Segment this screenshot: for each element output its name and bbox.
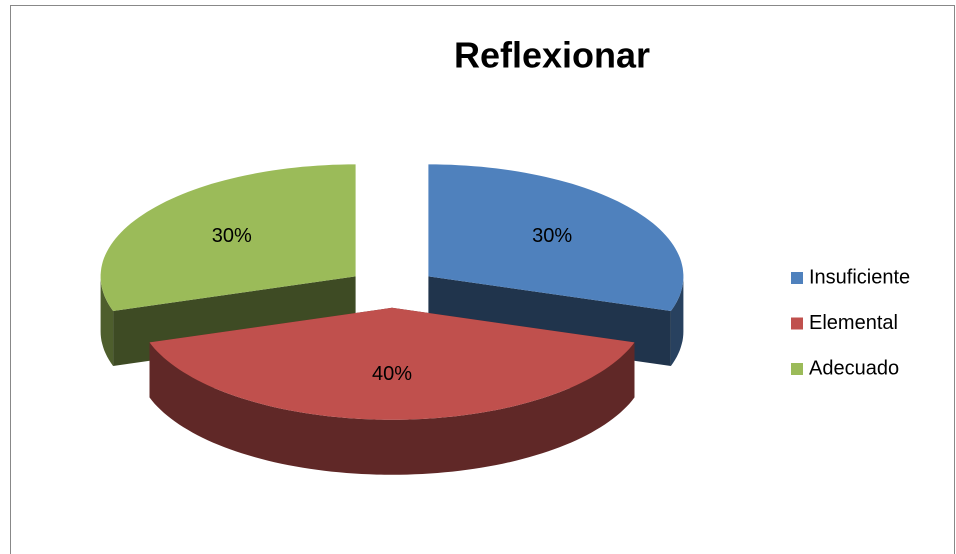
legend-label: Adecuado [809, 357, 899, 379]
pie-slice [428, 164, 684, 311]
slice-wall [100, 276, 114, 366]
legend-label: Elemental [809, 312, 898, 334]
data-label: 30% [532, 225, 572, 247]
slice-wall [670, 276, 684, 366]
slice-wall [149, 342, 635, 475]
chart-title: Reflexionar [454, 35, 650, 76]
pie-slice [100, 164, 356, 311]
pie-slice [149, 307, 635, 420]
legend-label: Insuficiente [809, 266, 910, 288]
legend-swatch [791, 363, 803, 375]
legend-swatch [791, 317, 803, 330]
data-label: 30% [212, 225, 252, 247]
data-label: 40% [372, 363, 412, 385]
legend-swatch [791, 272, 803, 284]
